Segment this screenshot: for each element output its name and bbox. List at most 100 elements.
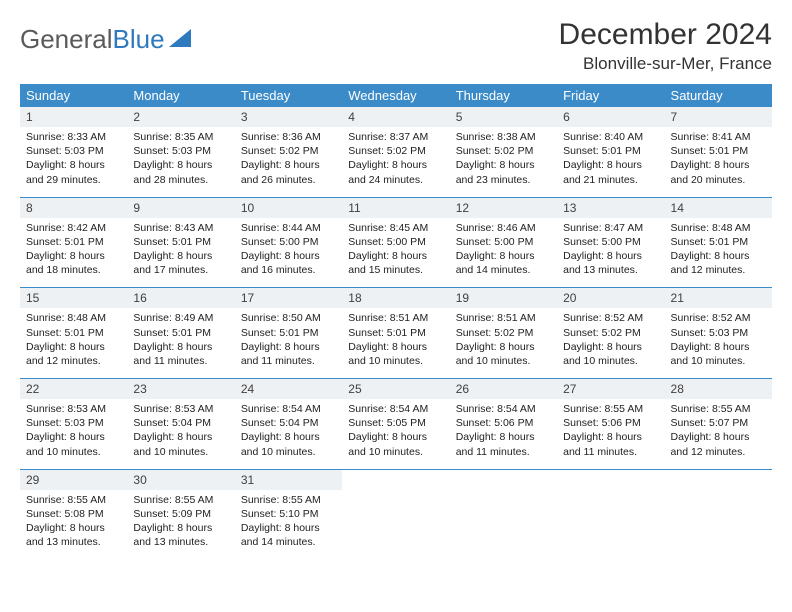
month-title: December 2024 — [559, 18, 772, 52]
calendar-cell: 31Sunrise: 8:55 AMSunset: 5:10 PMDayligh… — [235, 469, 342, 559]
calendar-cell: 18Sunrise: 8:51 AMSunset: 5:01 PMDayligh… — [342, 288, 449, 379]
day-number: 22 — [20, 379, 127, 399]
day-info: Sunrise: 8:43 AMSunset: 5:01 PMDaylight:… — [127, 218, 234, 288]
day-info: Sunrise: 8:35 AMSunset: 5:03 PMDaylight:… — [127, 127, 234, 197]
header: GeneralBlue December 2024 Blonville-sur-… — [20, 18, 772, 74]
calendar-cell: 17Sunrise: 8:50 AMSunset: 5:01 PMDayligh… — [235, 288, 342, 379]
calendar-row: 15Sunrise: 8:48 AMSunset: 5:01 PMDayligh… — [20, 288, 772, 379]
calendar-cell: 14Sunrise: 8:48 AMSunset: 5:01 PMDayligh… — [665, 197, 772, 288]
day-info: Sunrise: 8:48 AMSunset: 5:01 PMDaylight:… — [665, 218, 772, 288]
weekday-header: Friday — [557, 84, 664, 107]
calendar-cell — [557, 469, 664, 559]
day-number: 18 — [342, 288, 449, 308]
day-info: Sunrise: 8:51 AMSunset: 5:02 PMDaylight:… — [450, 308, 557, 378]
weekday-header: Monday — [127, 84, 234, 107]
calendar-cell: 1Sunrise: 8:33 AMSunset: 5:03 PMDaylight… — [20, 107, 127, 197]
calendar-cell: 19Sunrise: 8:51 AMSunset: 5:02 PMDayligh… — [450, 288, 557, 379]
day-info: Sunrise: 8:47 AMSunset: 5:00 PMDaylight:… — [557, 218, 664, 288]
calendar-cell: 29Sunrise: 8:55 AMSunset: 5:08 PMDayligh… — [20, 469, 127, 559]
logo-triangle-icon — [169, 29, 191, 47]
calendar-cell: 13Sunrise: 8:47 AMSunset: 5:00 PMDayligh… — [557, 197, 664, 288]
calendar-cell: 27Sunrise: 8:55 AMSunset: 5:06 PMDayligh… — [557, 379, 664, 470]
calendar-cell: 12Sunrise: 8:46 AMSunset: 5:00 PMDayligh… — [450, 197, 557, 288]
day-info: Sunrise: 8:50 AMSunset: 5:01 PMDaylight:… — [235, 308, 342, 378]
calendar-cell — [342, 469, 449, 559]
calendar-cell: 5Sunrise: 8:38 AMSunset: 5:02 PMDaylight… — [450, 107, 557, 197]
calendar-cell: 26Sunrise: 8:54 AMSunset: 5:06 PMDayligh… — [450, 379, 557, 470]
calendar-cell: 3Sunrise: 8:36 AMSunset: 5:02 PMDaylight… — [235, 107, 342, 197]
calendar-cell: 11Sunrise: 8:45 AMSunset: 5:00 PMDayligh… — [342, 197, 449, 288]
day-number: 1 — [20, 107, 127, 127]
title-block: December 2024 Blonville-sur-Mer, France — [559, 18, 772, 74]
day-info: Sunrise: 8:52 AMSunset: 5:02 PMDaylight:… — [557, 308, 664, 378]
day-info: Sunrise: 8:48 AMSunset: 5:01 PMDaylight:… — [20, 308, 127, 378]
calendar-cell: 25Sunrise: 8:54 AMSunset: 5:05 PMDayligh… — [342, 379, 449, 470]
day-number: 19 — [450, 288, 557, 308]
day-info: Sunrise: 8:38 AMSunset: 5:02 PMDaylight:… — [450, 127, 557, 197]
day-number: 26 — [450, 379, 557, 399]
day-info: Sunrise: 8:52 AMSunset: 5:03 PMDaylight:… — [665, 308, 772, 378]
calendar-cell: 7Sunrise: 8:41 AMSunset: 5:01 PMDaylight… — [665, 107, 772, 197]
day-number: 21 — [665, 288, 772, 308]
day-number: 23 — [127, 379, 234, 399]
calendar-cell: 9Sunrise: 8:43 AMSunset: 5:01 PMDaylight… — [127, 197, 234, 288]
calendar-cell: 22Sunrise: 8:53 AMSunset: 5:03 PMDayligh… — [20, 379, 127, 470]
logo-text-blue: Blue — [113, 24, 165, 55]
calendar-row: 22Sunrise: 8:53 AMSunset: 5:03 PMDayligh… — [20, 379, 772, 470]
calendar-cell: 2Sunrise: 8:35 AMSunset: 5:03 PMDaylight… — [127, 107, 234, 197]
day-info: Sunrise: 8:33 AMSunset: 5:03 PMDaylight:… — [20, 127, 127, 197]
calendar-cell: 23Sunrise: 8:53 AMSunset: 5:04 PMDayligh… — [127, 379, 234, 470]
day-number: 15 — [20, 288, 127, 308]
day-info: Sunrise: 8:44 AMSunset: 5:00 PMDaylight:… — [235, 218, 342, 288]
day-number: 7 — [665, 107, 772, 127]
calendar-cell — [450, 469, 557, 559]
day-number: 10 — [235, 198, 342, 218]
calendar-cell — [665, 469, 772, 559]
calendar-cell: 8Sunrise: 8:42 AMSunset: 5:01 PMDaylight… — [20, 197, 127, 288]
day-number: 8 — [20, 198, 127, 218]
weekday-header: Wednesday — [342, 84, 449, 107]
calendar-cell: 30Sunrise: 8:55 AMSunset: 5:09 PMDayligh… — [127, 469, 234, 559]
day-info: Sunrise: 8:54 AMSunset: 5:04 PMDaylight:… — [235, 399, 342, 469]
day-info: Sunrise: 8:42 AMSunset: 5:01 PMDaylight:… — [20, 218, 127, 288]
day-info: Sunrise: 8:54 AMSunset: 5:05 PMDaylight:… — [342, 399, 449, 469]
calendar-cell: 10Sunrise: 8:44 AMSunset: 5:00 PMDayligh… — [235, 197, 342, 288]
day-number: 31 — [235, 470, 342, 490]
day-info: Sunrise: 8:37 AMSunset: 5:02 PMDaylight:… — [342, 127, 449, 197]
day-number: 5 — [450, 107, 557, 127]
location: Blonville-sur-Mer, France — [559, 54, 772, 74]
calendar-row: 8Sunrise: 8:42 AMSunset: 5:01 PMDaylight… — [20, 197, 772, 288]
weekday-header: Saturday — [665, 84, 772, 107]
calendar-table: Sunday Monday Tuesday Wednesday Thursday… — [20, 84, 772, 559]
calendar-row: 1Sunrise: 8:33 AMSunset: 5:03 PMDaylight… — [20, 107, 772, 197]
calendar-cell: 28Sunrise: 8:55 AMSunset: 5:07 PMDayligh… — [665, 379, 772, 470]
day-number: 12 — [450, 198, 557, 218]
day-number: 6 — [557, 107, 664, 127]
day-number: 30 — [127, 470, 234, 490]
day-info: Sunrise: 8:36 AMSunset: 5:02 PMDaylight:… — [235, 127, 342, 197]
day-info: Sunrise: 8:55 AMSunset: 5:10 PMDaylight:… — [235, 490, 342, 560]
logo-text-general: General — [20, 24, 113, 55]
day-info: Sunrise: 8:49 AMSunset: 5:01 PMDaylight:… — [127, 308, 234, 378]
day-number: 9 — [127, 198, 234, 218]
calendar-cell: 16Sunrise: 8:49 AMSunset: 5:01 PMDayligh… — [127, 288, 234, 379]
day-number: 25 — [342, 379, 449, 399]
day-info: Sunrise: 8:55 AMSunset: 5:08 PMDaylight:… — [20, 490, 127, 560]
day-info: Sunrise: 8:55 AMSunset: 5:09 PMDaylight:… — [127, 490, 234, 560]
calendar-cell: 20Sunrise: 8:52 AMSunset: 5:02 PMDayligh… — [557, 288, 664, 379]
weekday-header: Tuesday — [235, 84, 342, 107]
day-info: Sunrise: 8:53 AMSunset: 5:03 PMDaylight:… — [20, 399, 127, 469]
day-number: 14 — [665, 198, 772, 218]
day-info: Sunrise: 8:51 AMSunset: 5:01 PMDaylight:… — [342, 308, 449, 378]
day-number: 11 — [342, 198, 449, 218]
weekday-header-row: Sunday Monday Tuesday Wednesday Thursday… — [20, 84, 772, 107]
calendar-cell: 15Sunrise: 8:48 AMSunset: 5:01 PMDayligh… — [20, 288, 127, 379]
day-number: 16 — [127, 288, 234, 308]
day-number: 4 — [342, 107, 449, 127]
day-number: 20 — [557, 288, 664, 308]
day-number: 29 — [20, 470, 127, 490]
day-info: Sunrise: 8:45 AMSunset: 5:00 PMDaylight:… — [342, 218, 449, 288]
weekday-header: Sunday — [20, 84, 127, 107]
day-number: 13 — [557, 198, 664, 218]
calendar-cell: 21Sunrise: 8:52 AMSunset: 5:03 PMDayligh… — [665, 288, 772, 379]
